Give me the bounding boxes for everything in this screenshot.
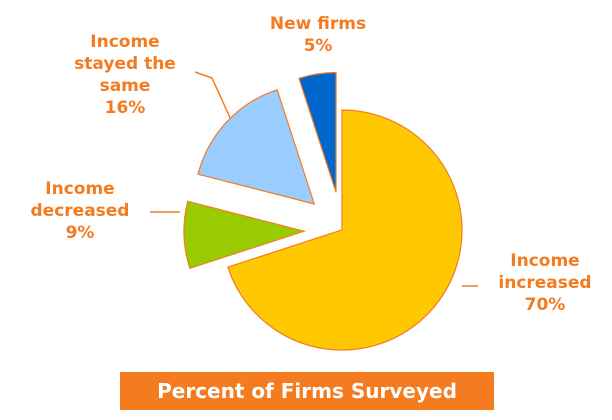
slice-label: Income increased 70%: [485, 250, 605, 316]
leader-line: [194, 71, 233, 123]
chart-title: Percent of Firms Surveyed: [120, 372, 494, 410]
slice-label: Income decreased 9%: [15, 178, 145, 244]
value-label: 5%: [303, 36, 333, 56]
category-label: Income decreased: [30, 179, 130, 221]
category-label: Income stayed the same: [74, 32, 176, 96]
value-label: 9%: [65, 223, 95, 243]
pie-slice: [183, 200, 307, 270]
category-label: New firms: [269, 14, 367, 34]
pie-slice: [227, 109, 463, 351]
value-label: 70%: [524, 295, 566, 315]
slice-label: New firms 5%: [258, 13, 378, 57]
value-label: 16%: [104, 98, 146, 118]
pie-slice: [298, 71, 337, 193]
category-label: Income increased: [498, 251, 592, 293]
slice-label: Income stayed the same 16%: [60, 31, 190, 119]
pie-slice: [197, 89, 316, 205]
